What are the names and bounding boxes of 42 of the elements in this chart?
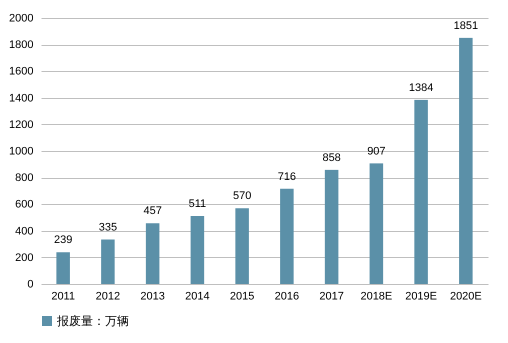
y-tick-label: 200 bbox=[15, 252, 34, 264]
bar bbox=[459, 38, 473, 284]
y-tick-label: 1600 bbox=[9, 66, 34, 78]
y-tick-label: 1800 bbox=[9, 39, 34, 52]
bar bbox=[190, 216, 204, 284]
data-label: 1384 bbox=[408, 82, 434, 94]
bar bbox=[414, 100, 428, 284]
bar bbox=[56, 252, 70, 284]
data-label: 457 bbox=[143, 205, 162, 218]
data-label: 335 bbox=[98, 221, 118, 234]
x-tick-label: 2012 bbox=[96, 290, 120, 302]
x-tick-label: 2019E bbox=[405, 290, 438, 302]
bar bbox=[324, 170, 338, 284]
data-label: 1851 bbox=[454, 20, 478, 32]
y-tick-label: 0 bbox=[27, 278, 34, 290]
bar bbox=[101, 239, 115, 284]
y-tick-label: 800 bbox=[15, 172, 34, 184]
x-tick-label: 2018E bbox=[360, 290, 392, 302]
data-label: 570 bbox=[232, 190, 252, 202]
y-tick-label: 400 bbox=[15, 225, 34, 238]
data-label: 858 bbox=[322, 152, 341, 164]
data-label: 239 bbox=[54, 234, 72, 246]
y-tick-label: 600 bbox=[15, 198, 34, 211]
y-tick-label: 1200 bbox=[9, 118, 34, 131]
bar bbox=[280, 188, 294, 284]
x-tick-label: 2014 bbox=[185, 290, 210, 302]
x-tick-label: 2013 bbox=[140, 290, 165, 302]
x-tick-label: 2015 bbox=[230, 290, 254, 302]
legend-label: 报废量：万辆 bbox=[56, 314, 129, 328]
data-label: 716 bbox=[278, 170, 296, 183]
x-tick-label: 2016 bbox=[274, 290, 300, 302]
bar bbox=[146, 223, 160, 284]
y-tick-label: 1400 bbox=[9, 92, 34, 104]
bar bbox=[370, 163, 384, 284]
data-label: 511 bbox=[188, 198, 206, 210]
y-tick-label: 1000 bbox=[9, 146, 34, 158]
y-tick-label: 2000 bbox=[9, 12, 34, 24]
bar bbox=[235, 208, 249, 284]
x-tick-label: 2020E bbox=[450, 290, 482, 302]
x-tick-label: 2017 bbox=[319, 290, 344, 302]
data-label: 907 bbox=[367, 145, 386, 158]
x-tick-label: 2011 bbox=[51, 290, 75, 302]
